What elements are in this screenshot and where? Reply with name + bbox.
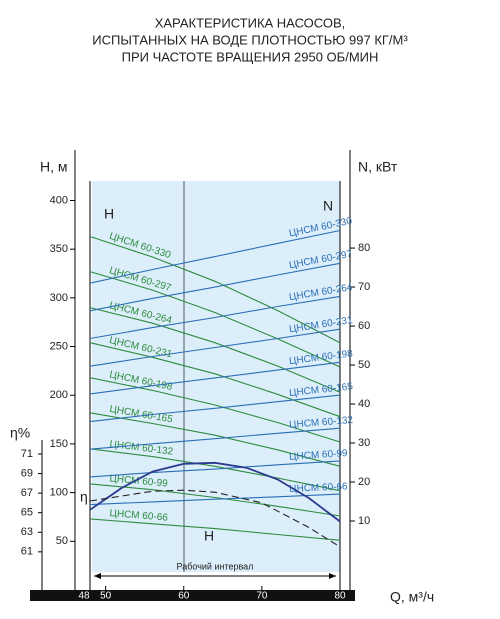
curve-label: ЦНСМ 60-66 bbox=[289, 481, 348, 495]
y-axis-label: H, м bbox=[40, 159, 68, 175]
y3-tick-label: 61 bbox=[21, 546, 33, 558]
annotation: H bbox=[104, 206, 114, 222]
y2-tick-label: 30 bbox=[358, 437, 370, 449]
title: ПРИ ЧАСТОТЕ ВРАЩЕНИЯ 2950 ОБ/МИН bbox=[122, 49, 379, 64]
y-tick-label: 250 bbox=[50, 340, 68, 352]
annotation: η bbox=[80, 489, 88, 505]
y-tick-label: 350 bbox=[50, 243, 68, 255]
y3-tick-label: 69 bbox=[21, 467, 33, 479]
curve bbox=[89, 412, 341, 467]
plot-area bbox=[92, 181, 340, 572]
curve bbox=[89, 295, 341, 340]
x-tick-label: 70 bbox=[256, 591, 268, 602]
curve bbox=[89, 461, 341, 523]
curve bbox=[89, 307, 341, 393]
curve bbox=[89, 361, 341, 395]
curve bbox=[89, 427, 341, 450]
y2-tick-label: 20 bbox=[358, 476, 370, 488]
x-tick-label: 60 bbox=[178, 591, 190, 602]
curve bbox=[89, 518, 341, 541]
y3-tick-label: 67 bbox=[21, 487, 33, 499]
y-tick-label: 300 bbox=[50, 292, 68, 304]
curve bbox=[89, 262, 341, 312]
y3-tick-label: 65 bbox=[21, 507, 33, 519]
curve bbox=[89, 377, 341, 443]
y-tick-label: 150 bbox=[50, 438, 68, 450]
y2-tick-label: 60 bbox=[358, 320, 370, 332]
y2-axis-label: N, кВт bbox=[358, 159, 398, 175]
curve bbox=[89, 271, 341, 368]
curve bbox=[89, 493, 341, 506]
curve bbox=[89, 342, 341, 418]
interval-label: Рабочий интервал bbox=[177, 561, 254, 571]
y-tick-label: 400 bbox=[50, 194, 68, 206]
curve-label: ЦНСМ 60-99 bbox=[289, 448, 348, 463]
x-tick-label: 48 bbox=[78, 591, 90, 602]
curve-label: ЦНСМ 60-66 bbox=[109, 508, 169, 524]
y3-axis-label: η% bbox=[10, 425, 30, 441]
title: ИСПЫТАННЫХ НА ВОДЕ ПЛОТНОСТЬЮ 997 КГ/М³ bbox=[92, 32, 408, 47]
y2-tick-label: 40 bbox=[358, 398, 370, 410]
y2-tick-label: 80 bbox=[358, 242, 370, 254]
x-tick-label: 80 bbox=[334, 591, 346, 602]
curve bbox=[89, 235, 341, 344]
y-tick-label: 200 bbox=[50, 389, 68, 401]
annotation: N bbox=[323, 198, 333, 214]
y-tick-label: 100 bbox=[50, 487, 68, 499]
y3-tick-label: 63 bbox=[21, 526, 33, 538]
curve bbox=[89, 394, 341, 423]
curve bbox=[89, 229, 341, 284]
y2-tick-label: 70 bbox=[358, 281, 370, 293]
y-tick-label: 50 bbox=[56, 535, 68, 547]
y2-tick-label: 50 bbox=[358, 359, 370, 371]
y2-tick-label: 10 bbox=[358, 515, 370, 527]
x-tick-label: 50 bbox=[100, 591, 112, 602]
curve bbox=[89, 483, 341, 517]
title: ХАРАКТЕРИСТИКА НАСОСОВ, bbox=[155, 15, 346, 30]
curve bbox=[89, 489, 341, 548]
curve bbox=[89, 460, 341, 478]
annotation: H bbox=[204, 528, 214, 544]
curve bbox=[89, 448, 341, 492]
y3-tick-label: 71 bbox=[21, 448, 33, 460]
curve-label: ЦНСМ 60-99 bbox=[109, 473, 169, 489]
x-axis-label: Q, м³/ч bbox=[390, 589, 434, 605]
curve-label: ЦНСМ 60-132 bbox=[289, 415, 354, 431]
curve bbox=[89, 328, 341, 367]
x-axis-bar bbox=[30, 590, 355, 601]
